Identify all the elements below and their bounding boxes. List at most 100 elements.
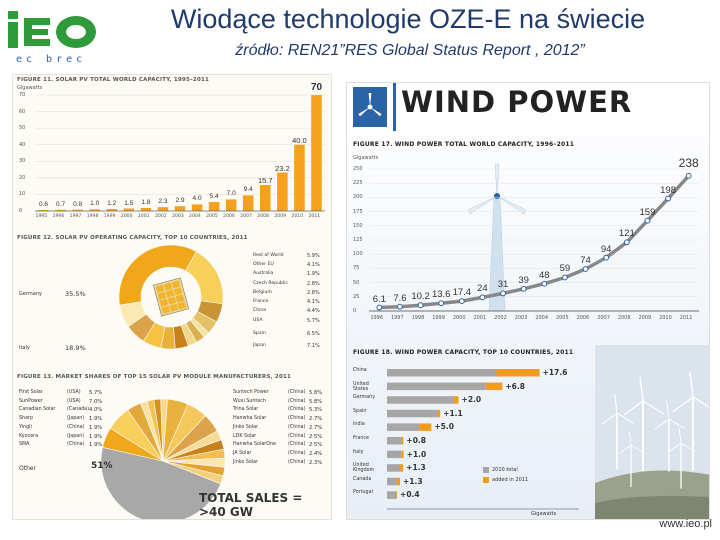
fig17-ytick: 125 <box>353 237 363 243</box>
page-title: Wiodące technologie OZE-E na świecie <box>170 4 646 34</box>
fig11-bar <box>242 195 254 211</box>
fig17-line <box>377 174 691 310</box>
fig11-bar <box>294 144 305 211</box>
fig18-bar-2010 <box>387 369 497 377</box>
fig11-value-label: 7.0 <box>226 190 236 198</box>
fig11-value-label: 9.4 <box>243 186 253 194</box>
fig17-point <box>582 266 589 272</box>
fig13-right-value: 2.3% <box>309 459 323 466</box>
fig13-left-country: (Canada) <box>67 407 89 413</box>
fig11-value-label: 70 <box>310 82 323 93</box>
fig17-year-label: 2000 <box>452 315 466 321</box>
fig18-bar-added <box>396 477 400 486</box>
solar-panel-cell <box>167 296 177 305</box>
fig11-year-label: 2011 <box>308 214 321 219</box>
fig13-right-name: Suntech Power <box>233 390 269 395</box>
fig13-left-value: 1.9% <box>89 442 103 449</box>
fig13-right-name: Jinko Solar <box>233 424 259 430</box>
fig17-value-label: 48 <box>539 269 550 281</box>
fig11-bar <box>225 199 237 211</box>
fig17-ytick: 150 <box>353 222 363 229</box>
fig17-ytick: 0 <box>353 308 357 314</box>
fig18-added-label: +1.3 <box>406 463 426 473</box>
fig11-bar <box>106 209 118 211</box>
fig18-country-label: Germany <box>353 395 376 401</box>
turbine-icon <box>353 87 387 127</box>
fig17-value-label: 17.4 <box>452 287 472 299</box>
fig13-right-value: 2.5% <box>309 433 323 440</box>
fig18-country-label: Portugal <box>353 490 373 496</box>
fig17-ytick: 50 <box>353 279 360 286</box>
fig17-ytick: 100 <box>353 251 363 258</box>
solar-pv-panel: FIGURE 11. SOLAR PV TOTAL WORLD CAPACITY… <box>12 74 332 520</box>
fig13-left-country: (Japan) <box>67 416 85 422</box>
fig13-left-name: Kyocera <box>19 433 39 439</box>
logo-subtext: ec brec <box>16 54 87 65</box>
fig13-right-country: (China) <box>288 459 306 465</box>
fig12-right-country: USA <box>253 318 263 323</box>
landscape-turbine-blade <box>639 376 644 402</box>
fig17-year-label: 2006 <box>576 315 590 321</box>
fig18-legend-swatch-total <box>483 467 489 473</box>
fig17-value-label: 39 <box>518 274 529 286</box>
fig17-year-label: 1999 <box>432 315 445 321</box>
fig11-year-label: 2007 <box>240 214 252 219</box>
fig18-bar-2010 <box>387 477 397 486</box>
fig17-point <box>665 195 671 202</box>
fig11-year-label: 1995 <box>35 214 48 219</box>
fig11-bar <box>123 208 135 211</box>
landscape-turbine-blade <box>668 418 686 430</box>
fig11-value-label: 1.0 <box>90 200 100 208</box>
fig17-year-label: 2001 <box>473 315 487 321</box>
fig13-right-country: (China) <box>288 390 306 395</box>
fig13-right-name: Hanwha SolarOne <box>233 442 277 448</box>
fig11-bar <box>277 172 288 211</box>
turbine-blade <box>494 163 500 197</box>
fig13-right-name: Hanwha Solar <box>233 416 267 422</box>
fig18-bar-added <box>437 409 441 418</box>
fig11-ytick: 10 <box>19 191 26 198</box>
fig11-year-label: 2008 <box>257 214 269 219</box>
fig18-country-label: Italy <box>353 449 364 455</box>
fig17-year-label: 2005 <box>555 315 569 321</box>
fig12-slice <box>119 301 147 327</box>
solar-countries-donut <box>118 244 224 350</box>
fig13-left-name: SMA <box>19 442 30 448</box>
fig18-bar-added <box>496 369 540 377</box>
fig11-value-label: 4.0 <box>192 195 202 203</box>
fig11-bar <box>55 209 66 211</box>
fig17-point <box>623 239 630 246</box>
fig18-bar-2010 <box>387 423 420 431</box>
ieo-logo-graphic <box>8 11 96 48</box>
fig13-left-value: 1.9% <box>89 416 103 423</box>
fig18-country-label: Canada <box>353 476 372 482</box>
fig11-value-label: 2.9 <box>175 197 185 205</box>
wind-power-panel: WIND POWER FIGURE 17. WIND POWER TOTAL W… <box>346 82 710 520</box>
fig11-bar <box>311 95 322 211</box>
footer-url[interactable]: www.ieo.pl <box>659 518 712 530</box>
fig11-bar <box>89 209 100 211</box>
fig18-country-label: United Kingdom <box>353 463 375 474</box>
fig17-value-label: 10.2 <box>411 291 430 303</box>
fig13-left-country: (USA) <box>67 398 81 404</box>
fig17-year-label: 2004 <box>535 315 549 321</box>
landscape-turbine-blade <box>689 371 694 398</box>
page-subtitle: źródło: REN21”RES Global Status Report ,… <box>235 42 585 59</box>
fig11-unit: Gigawatts <box>17 85 43 91</box>
fig13-title: FIGURE 13. MARKET SHARES OF TOP 15 SOLAR… <box>17 374 292 380</box>
fig13-left-name: First Solar <box>19 390 43 395</box>
fig17-year-label: 2008 <box>617 315 631 321</box>
fig18-bar-added <box>401 450 404 459</box>
fig12-left-value: 35.5% <box>65 290 86 298</box>
fig17-ytick: 250 <box>353 166 363 172</box>
solar-manufacturers-pie <box>100 398 226 519</box>
fig11-value-label: 2.3 <box>158 198 168 206</box>
solar-panel-cell <box>155 284 165 293</box>
fig11-value-label: 23.2 <box>275 163 290 173</box>
fig18-added-label: +6.8 <box>505 381 525 391</box>
landscape-turbine-blade <box>628 430 632 446</box>
fig11-bar <box>38 210 49 211</box>
fig11-year-label: 2009 <box>274 214 287 219</box>
fig13-other-label: Other <box>19 465 37 472</box>
wind-countries-chart <box>387 369 579 510</box>
